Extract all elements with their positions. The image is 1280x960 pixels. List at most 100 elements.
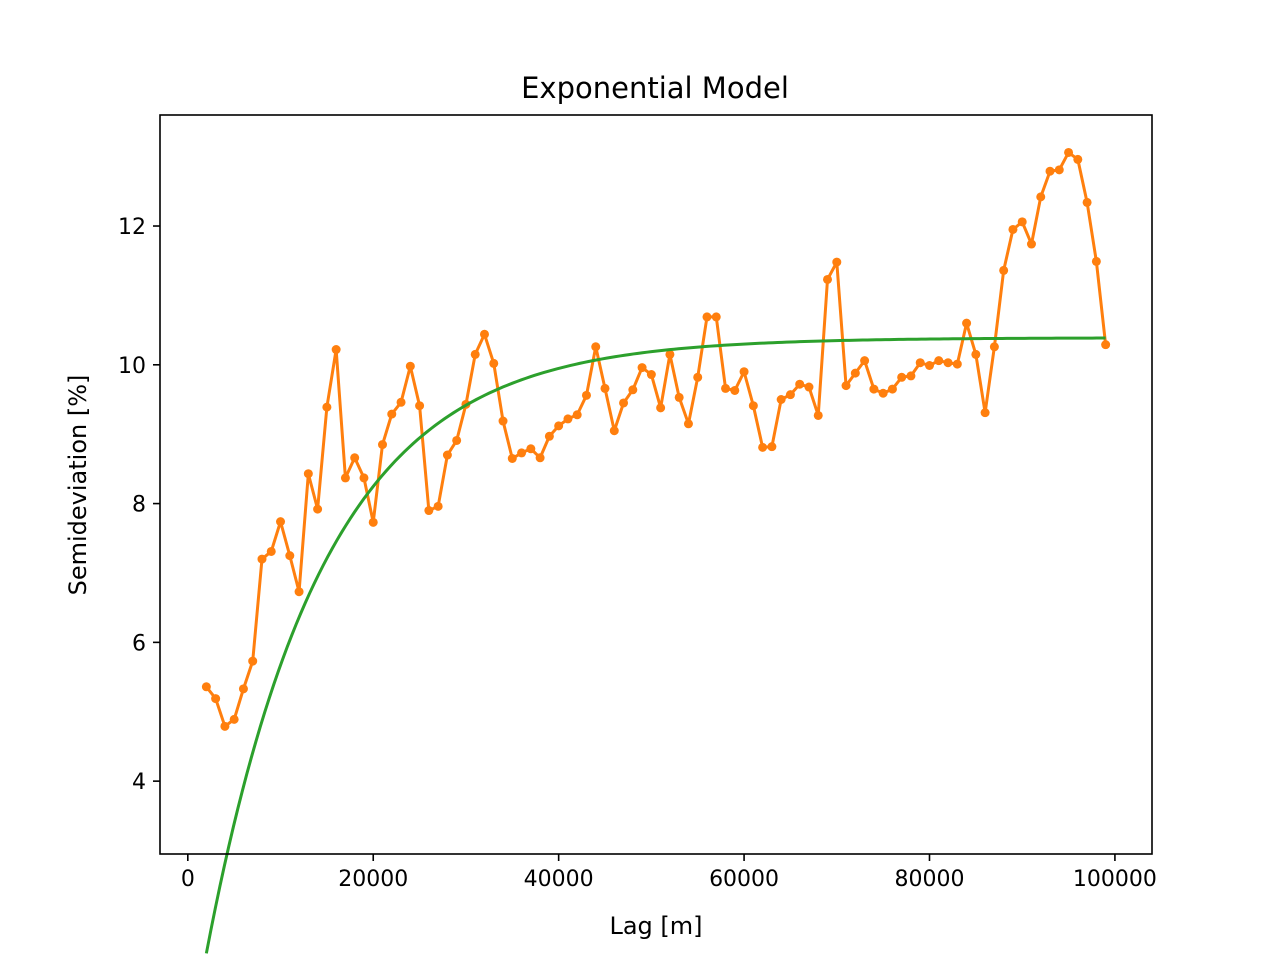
- data-point: [1036, 192, 1046, 202]
- data-point: [1008, 224, 1018, 234]
- y-tick-label: 4: [132, 770, 146, 795]
- data-point: [405, 361, 415, 371]
- y-tick-label: 10: [118, 354, 146, 379]
- data-point: [637, 363, 647, 373]
- data-point: [989, 342, 999, 352]
- x-axis-label: Lag [m]: [609, 912, 702, 940]
- data-point: [767, 442, 777, 452]
- data-point: [591, 342, 601, 352]
- data-point: [1017, 217, 1027, 227]
- data-point: [535, 453, 545, 463]
- data-point: [285, 551, 295, 561]
- data-point: [489, 358, 499, 368]
- data-point: [748, 401, 758, 411]
- data-point: [980, 408, 990, 418]
- data-point: [730, 385, 740, 395]
- data-point: [229, 714, 239, 724]
- data-point: [683, 419, 693, 429]
- data-point: [674, 392, 684, 402]
- data-point: [266, 546, 276, 556]
- data-point: [211, 694, 221, 704]
- y-tick-label: 6: [132, 631, 146, 656]
- data-point: [619, 398, 629, 408]
- data-point: [1091, 256, 1101, 266]
- data-point: [1054, 165, 1064, 175]
- data-point: [656, 403, 666, 413]
- data-point: [841, 381, 851, 391]
- data-point: [1045, 166, 1055, 176]
- data-point: [554, 421, 564, 431]
- chart-title: Exponential Model: [521, 71, 789, 105]
- data-point: [201, 682, 211, 692]
- data-point: [609, 426, 619, 436]
- data-point: [526, 444, 536, 454]
- data-point: [322, 402, 332, 412]
- data-point: [238, 684, 248, 694]
- data-point: [850, 368, 860, 378]
- data-point: [387, 409, 397, 419]
- data-point: [702, 312, 712, 322]
- data-point: [350, 453, 360, 463]
- x-tick-label: 80000: [894, 867, 964, 892]
- data-point: [507, 453, 517, 463]
- data-point: [628, 385, 638, 395]
- data-point: [804, 382, 814, 392]
- data-point: [340, 473, 350, 483]
- data-point: [1101, 340, 1111, 350]
- data-point: [424, 506, 434, 516]
- x-tick-label: 60000: [709, 867, 779, 892]
- data-point: [1082, 197, 1092, 207]
- data-point: [832, 257, 842, 267]
- data-point: [433, 501, 443, 511]
- data-point: [359, 473, 369, 483]
- data-point: [711, 312, 721, 322]
- data-point: [721, 383, 731, 393]
- data-point: [878, 388, 888, 398]
- data-point: [396, 397, 406, 407]
- data-point: [479, 329, 489, 339]
- data-point: [1073, 154, 1083, 164]
- data-point: [294, 587, 304, 597]
- data-point: [860, 356, 870, 366]
- data-point: [470, 349, 480, 359]
- data-point: [693, 372, 703, 382]
- data-point: [544, 431, 554, 441]
- data-point: [962, 318, 972, 328]
- data-point: [915, 358, 925, 368]
- y-axis-label: Semideviation [%]: [64, 375, 92, 596]
- data-point: [1026, 239, 1036, 249]
- plot-frame: [159, 114, 1153, 855]
- data-point: [934, 356, 944, 366]
- empirical-series-markers: [201, 147, 1111, 731]
- data-point: [276, 517, 286, 527]
- y-tick-label: 12: [118, 215, 146, 240]
- x-tick-label: 40000: [524, 867, 594, 892]
- data-point: [869, 384, 879, 394]
- data-point: [897, 372, 907, 382]
- data-point: [452, 435, 462, 445]
- data-point: [378, 440, 387, 450]
- data-point: [823, 274, 833, 284]
- data-point: [581, 390, 591, 400]
- data-point: [517, 448, 527, 458]
- data-point: [943, 358, 953, 368]
- data-point: [887, 384, 897, 394]
- data-point: [220, 721, 230, 731]
- model-curve: [204, 336, 1106, 954]
- y-tick-label: 8: [132, 493, 146, 518]
- data-point: [248, 656, 258, 666]
- data-point: [785, 390, 795, 400]
- data-point: [442, 450, 452, 460]
- data-point: [498, 416, 508, 426]
- data-point: [776, 395, 786, 404]
- data-point: [646, 370, 656, 380]
- data-point: [563, 414, 573, 424]
- data-point: [795, 379, 805, 389]
- data-point: [813, 410, 823, 420]
- data-point: [600, 383, 610, 393]
- data-point: [331, 345, 341, 355]
- data-point: [313, 504, 323, 514]
- data-point: [368, 517, 378, 527]
- data-point: [758, 442, 768, 452]
